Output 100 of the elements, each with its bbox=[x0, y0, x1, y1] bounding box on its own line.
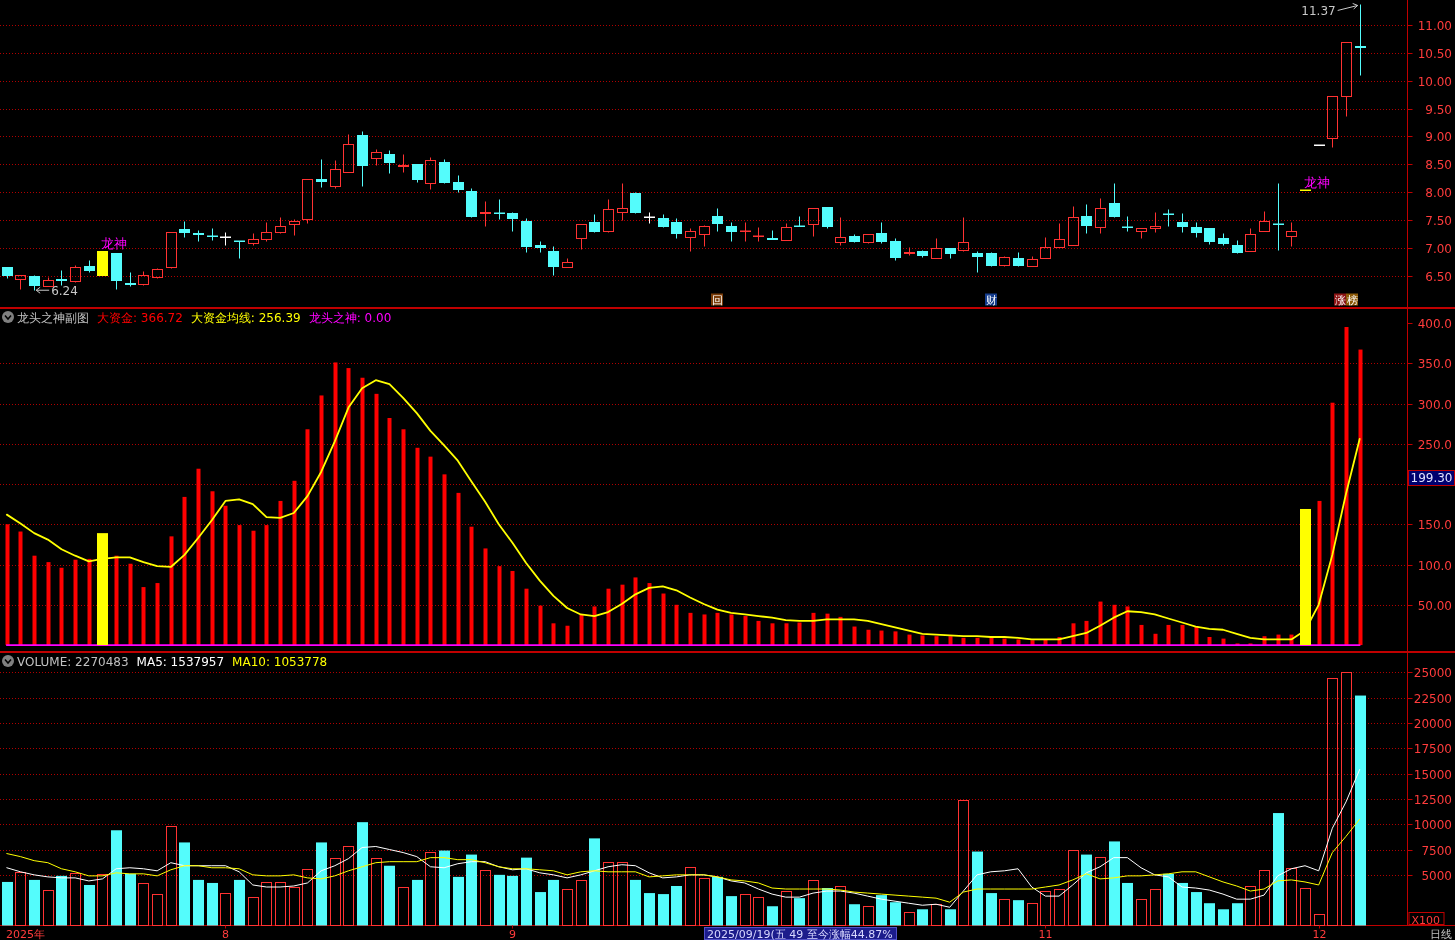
y-tick-label: 8.50 bbox=[1425, 158, 1452, 172]
bar bbox=[702, 614, 707, 646]
y-tick-label: 7.50 bbox=[1425, 214, 1452, 228]
bar bbox=[278, 500, 283, 646]
annotation: 龙神 bbox=[1304, 174, 1331, 190]
bar bbox=[647, 583, 652, 646]
candlestick bbox=[384, 150, 395, 174]
bar bbox=[1191, 892, 1202, 926]
bar bbox=[890, 902, 901, 926]
x-tick-label: 11 bbox=[1038, 928, 1053, 940]
candlestick bbox=[863, 234, 874, 243]
bar bbox=[674, 604, 679, 646]
bar bbox=[141, 587, 146, 646]
y-tick-label: 300.0 bbox=[1417, 398, 1452, 412]
text: 2025/09/19(五 49 至今涨幅44.87% bbox=[707, 928, 893, 940]
bar bbox=[70, 873, 81, 926]
bar bbox=[333, 362, 338, 646]
candlestick bbox=[603, 199, 614, 232]
y-tick-label: 10.00 bbox=[1417, 75, 1452, 89]
bar bbox=[1136, 899, 1147, 926]
bar bbox=[852, 626, 857, 646]
bar bbox=[1317, 500, 1322, 646]
bar bbox=[138, 883, 149, 926]
bar bbox=[497, 566, 502, 646]
bar bbox=[442, 474, 447, 646]
bar bbox=[849, 904, 860, 926]
bar bbox=[330, 858, 341, 926]
bar bbox=[193, 879, 204, 926]
y-tick-label: 350.0 bbox=[1417, 357, 1452, 371]
bar bbox=[292, 480, 297, 646]
bar bbox=[1245, 886, 1256, 926]
bar bbox=[603, 862, 614, 926]
bar bbox=[480, 870, 491, 926]
bar bbox=[207, 882, 218, 926]
bar bbox=[630, 879, 641, 926]
candlestick bbox=[726, 222, 737, 242]
bar bbox=[1358, 349, 1363, 646]
bar bbox=[316, 842, 327, 926]
bar bbox=[305, 429, 310, 646]
bar bbox=[125, 873, 136, 926]
bar bbox=[1355, 695, 1366, 926]
bar bbox=[1232, 903, 1243, 926]
bar bbox=[661, 593, 666, 646]
candlestick bbox=[439, 159, 450, 184]
bar bbox=[811, 612, 816, 646]
bar bbox=[920, 635, 925, 646]
bar bbox=[958, 800, 969, 926]
bar bbox=[729, 614, 734, 646]
bar bbox=[756, 620, 761, 646]
bar bbox=[876, 895, 887, 926]
bar bbox=[346, 368, 351, 646]
bar bbox=[5, 524, 10, 646]
bar bbox=[617, 862, 628, 926]
y-tick-label: 7.00 bbox=[1425, 242, 1452, 256]
bar bbox=[1163, 873, 1174, 926]
x-tick-label: 9 bbox=[509, 928, 516, 940]
candlestick bbox=[261, 222, 272, 242]
y-tick-label: 250.0 bbox=[1417, 438, 1452, 452]
bar bbox=[210, 491, 215, 646]
candlestick bbox=[712, 208, 723, 232]
text: 199.30 bbox=[1410, 471, 1453, 485]
bar bbox=[73, 559, 78, 646]
text: 大资金均线: 256.39 bbox=[190, 310, 301, 325]
bar bbox=[1027, 903, 1038, 926]
bar bbox=[179, 842, 190, 926]
bar bbox=[1122, 882, 1133, 926]
text: 大资金: 366.72 bbox=[97, 310, 183, 325]
chart-title: 龙头之神副图 bbox=[17, 310, 89, 325]
bar bbox=[592, 606, 597, 646]
candlestick bbox=[166, 232, 177, 268]
text: 龙头之神: 0.00 bbox=[308, 310, 392, 325]
bar bbox=[620, 584, 625, 646]
annotation: 龙神 bbox=[101, 235, 128, 251]
candlestick bbox=[1355, 4, 1366, 76]
bar bbox=[32, 555, 37, 646]
bar bbox=[59, 567, 64, 646]
bar bbox=[538, 605, 543, 646]
y-tick-label: 17500 bbox=[1413, 742, 1452, 756]
bar bbox=[111, 830, 122, 926]
bar bbox=[412, 879, 423, 926]
candlestick bbox=[576, 224, 587, 250]
candlestick bbox=[876, 222, 887, 244]
candlestick bbox=[1109, 183, 1120, 218]
bar bbox=[237, 525, 242, 646]
bar bbox=[548, 879, 559, 926]
bar bbox=[1150, 889, 1161, 926]
bar bbox=[453, 876, 464, 926]
y-tick-label: 150.0 bbox=[1417, 518, 1452, 532]
bar bbox=[535, 892, 546, 926]
bar bbox=[658, 894, 669, 926]
bar bbox=[712, 876, 723, 926]
y-tick-label: 11.00 bbox=[1417, 19, 1452, 33]
bar bbox=[784, 623, 789, 646]
bar bbox=[1177, 882, 1188, 926]
y-tick-label: 9.00 bbox=[1425, 130, 1452, 144]
candlestick bbox=[1259, 211, 1270, 232]
bar bbox=[374, 393, 379, 646]
y-tick-label: 12500 bbox=[1413, 793, 1452, 807]
y-tick-label: 50.00 bbox=[1417, 599, 1452, 613]
candlestick bbox=[316, 159, 327, 188]
